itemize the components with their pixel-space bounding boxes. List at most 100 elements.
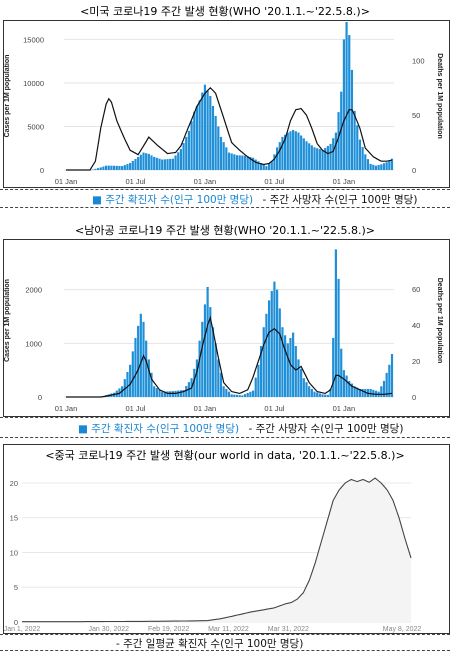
chart1-cases-bar: [227, 152, 231, 170]
chart2-cases-bar: [369, 388, 372, 397]
chart1-cases-bar: [377, 164, 380, 170]
chart1-ytick-label: 0: [40, 166, 44, 175]
chart2-cases-bar: [254, 377, 257, 397]
chart1-cases-bar: [265, 166, 268, 170]
chart3-title: <중국 코로나19 주간 발생 현황(our world in data, '2…: [45, 449, 405, 462]
chart1-cases-bar: [94, 168, 97, 170]
chart1-cases-bar: [329, 143, 332, 170]
chart3-ytick-label: 0: [14, 618, 18, 627]
chart1-cases-bar: [340, 91, 343, 170]
chart2-cases-bar: [273, 281, 276, 397]
chart1-cases-bar: [158, 158, 161, 170]
chart1-cases-bar: [284, 134, 287, 170]
chart1-cases-bar: [267, 163, 271, 170]
chart2-cases-bar: [340, 348, 343, 397]
chart2-cases-bar: [326, 394, 329, 397]
chart3-ytick-label: 20: [10, 479, 18, 488]
chart1-cases-bar: [246, 156, 249, 170]
chart1-cases-bar: [155, 157, 158, 170]
chart1-cases-bar: [243, 155, 247, 170]
chart2-cases-bar: [353, 386, 356, 397]
chart3-xtick-label: Feb 19, 2022: [148, 626, 189, 633]
chart1-cases-bar: [222, 142, 225, 170]
chart2-cases-bar: [195, 359, 199, 397]
chart2-cases-bar: [270, 290, 273, 397]
chart1-cases-bar: [316, 148, 319, 170]
chart1-cases-bar: [270, 161, 273, 170]
chart2-cases-bar: [318, 393, 321, 397]
chart2-cases-bar: [211, 327, 215, 397]
chart1-cases-bar: [369, 163, 372, 170]
chart1-cases-bar: [190, 121, 193, 170]
chart1-cases-bar: [179, 149, 182, 170]
chart1-cases-bar: [211, 106, 215, 170]
chart1-cases-bar: [185, 136, 188, 170]
chart2-cases-bar: [308, 386, 311, 397]
chart1-cases-bar: [294, 131, 297, 170]
chart1-cases-bar: [305, 141, 308, 170]
chart2-cases-bar: [294, 346, 297, 397]
chart1-cases-bar: [233, 154, 236, 170]
chart3-xtick-label: Jan 30, 2022: [89, 626, 130, 633]
chart1-cases-bar: [361, 146, 364, 170]
chart2-cases-bar: [185, 386, 188, 397]
chart2-cases-bar: [278, 308, 281, 397]
chart1-cases-bar: [177, 152, 180, 170]
chart2-cases-bar: [388, 364, 391, 397]
chart1-xtick-label: 01 Jan: [55, 177, 78, 186]
chart2-cases-bar: [332, 337, 335, 397]
chart3-ytick-label: 15: [10, 514, 18, 523]
chart1-cases-bar: [235, 155, 239, 170]
chart1-legend-deaths: - 주간 사망자 수(인구 100만 명당): [262, 194, 418, 206]
chart1-cases-bar: [91, 169, 94, 171]
chart1-cases-bar: [219, 136, 223, 170]
chart2-cases-bar: [198, 340, 201, 397]
chart2-cases-bar: [321, 394, 324, 397]
chart1-cases-bar: [99, 167, 102, 170]
chart2-cases-bar: [209, 307, 212, 397]
chart1-cases-bar: [201, 92, 204, 170]
chart2-cases-bar: [217, 359, 220, 397]
chart2-cases-bar: [235, 394, 239, 397]
chart3-legend: - 주간 일평균 확진자 수(인구 100만 명당): [116, 638, 304, 650]
chart1-cases-bar: [385, 162, 388, 170]
chart1-cases-bar: [259, 163, 263, 170]
chart2-cases-bar: [334, 249, 337, 397]
chart1-legend: ■ 주간 확진자 수(인구 100만 명당) - 주간 사망자 수(인구 100…: [92, 192, 417, 207]
chart2-cases-bar: [292, 332, 295, 397]
chart1-cases-bar: [273, 154, 276, 170]
chart2-ytick-right-label: 40: [412, 321, 420, 330]
chart2-cases-bar: [246, 392, 249, 397]
chart1-cases-bar: [276, 147, 279, 170]
chart2-cases-bar: [350, 383, 354, 397]
chart1-cases-bar: [147, 153, 150, 170]
chart2-xtick-label: 01 Jan: [333, 404, 356, 413]
chart2-title: <남아공 코로나19 주간 발생 현황(WHO '20.1.1.~'22.5.8…: [75, 224, 375, 237]
chart2-deaths-line: [66, 315, 393, 398]
chart1-cases-bar: [286, 132, 289, 170]
chart1-deaths-line: [66, 86, 393, 171]
chart2-xtick-label: 01 Jan: [55, 404, 78, 413]
chart2-cases-bar: [142, 321, 145, 397]
chart2-separator: [0, 417, 450, 418]
chart2-cases-bar: [179, 390, 182, 397]
chart2-cases-bar: [201, 321, 204, 397]
chart1-cases-bar: [353, 110, 356, 170]
chart1-cases-bar: [289, 131, 292, 170]
chart1-cases-bar: [281, 136, 284, 170]
chart2-cases-bar: [289, 337, 292, 397]
chart1-xtick-label: 01 Jul: [264, 177, 284, 186]
chart1-cases-bar: [163, 159, 166, 170]
chart2-cases-bar: [219, 372, 223, 397]
chart1-cases-bar: [187, 130, 191, 170]
chart2-cases-bar: [313, 391, 316, 397]
chart1-cases-bar: [182, 143, 185, 170]
chart1-cases-bar: [161, 159, 164, 170]
chart2-cases-bar: [251, 390, 255, 397]
chart2-cases-bar: [262, 327, 265, 397]
chart1-ytick-label: 10000: [23, 79, 44, 88]
chart2-cases-bar: [324, 394, 327, 397]
chart2-cases-bar: [214, 343, 217, 397]
chart1-cases-bar: [145, 153, 148, 170]
chart2-cases-bar: [356, 387, 359, 397]
